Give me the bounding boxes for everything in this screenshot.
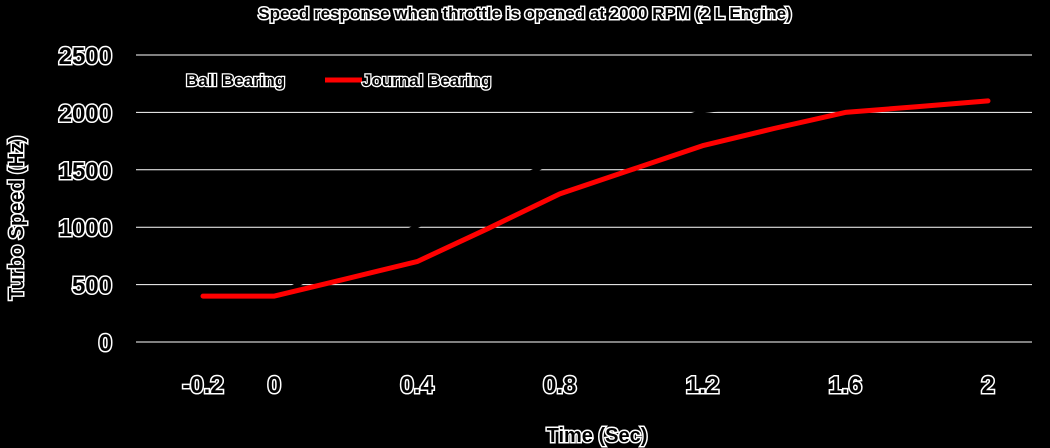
x-tick-labels: -0.2 0 0.4 0.8 1.2 1.6 2 (181, 371, 996, 401)
x-tick-label: 0.8 (543, 372, 576, 399)
gridlines (136, 54, 1032, 343)
x-tick-label: 2 (981, 372, 994, 399)
chart-title: Speed response when throttle is opened a… (258, 4, 791, 23)
legend-label-journal-bearing: Journal Bearing (362, 71, 491, 90)
y-tick-label: 500 (72, 273, 112, 300)
x-tick-label: -0.2 (182, 372, 223, 399)
y-tick-labels: 0 500 1000 1500 2000 2500 (57, 42, 113, 359)
y-tick-label: 0 (99, 330, 112, 357)
y-tick-label: 1000 (59, 215, 112, 242)
y-tick-label: 2500 (59, 43, 112, 70)
x-axis-label: Time (Sec) (547, 425, 648, 447)
x-tick-label: 1.2 (686, 372, 719, 399)
y-tick-label: 1500 (59, 158, 112, 185)
x-tick-label: 0 (268, 372, 281, 399)
series-layer (200, 98, 991, 299)
legend-label-ball-bearing: Ball Bearing (186, 71, 285, 90)
series-line-ball-bearing (201, 98, 990, 299)
y-axis-label: Turbo Speed (Hz) (6, 136, 28, 300)
legend: Ball Bearing Journal Bearing (148, 70, 493, 91)
y-tick-label: 2000 (59, 100, 112, 127)
x-tick-label: 1.6 (829, 372, 862, 399)
series-line-journal-bearing (200, 98, 991, 299)
x-tick-label: 0.4 (400, 372, 434, 399)
